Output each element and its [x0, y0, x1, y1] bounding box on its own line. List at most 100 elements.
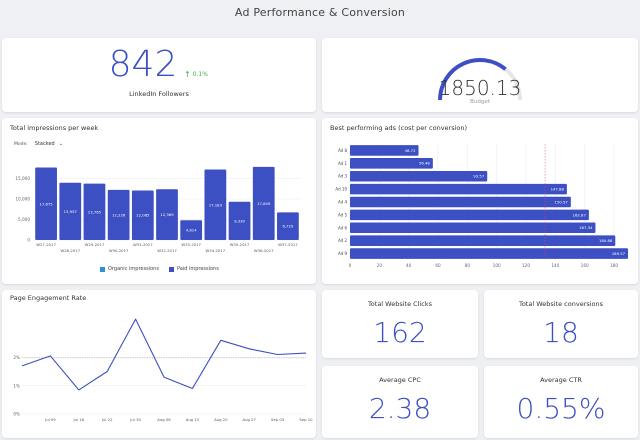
ctr-label: Average CTR — [540, 376, 582, 384]
paid-bar — [180, 220, 203, 240]
impressions-title: Total impressions per week — [10, 124, 99, 132]
y-category-label: Ad 4 — [338, 200, 347, 205]
bar-value-label: 150.57 — [555, 199, 569, 204]
bar-value-label: 12,085 — [136, 213, 150, 218]
paid-bar — [228, 201, 251, 240]
ad-bar — [350, 248, 629, 259]
y-tick-label: 2% — [13, 355, 20, 360]
x-tick-label: 80 — [465, 263, 471, 268]
x-tick-label: W28-2017 — [60, 248, 80, 253]
bar-value-label: 4,814 — [186, 228, 197, 233]
bar-value-label: 12,369 — [160, 212, 174, 217]
x-tick-label: Aug 13 — [186, 417, 200, 422]
y-category-label: Ad 5 — [338, 212, 347, 217]
x-tick-label: W30-2017 — [109, 248, 129, 253]
bar-value-label: 147.88 — [551, 187, 565, 192]
bar-value-label: 9,330 — [234, 218, 245, 223]
budget-label: Budget — [470, 99, 490, 105]
x-tick-label: W35-2017 — [230, 242, 250, 247]
bar-value-label: 180.88 — [599, 238, 613, 243]
y-category-label: Ad 3 — [338, 174, 347, 179]
followers-change-value: 0.1% — [192, 71, 208, 78]
bar-value-label: 17,183 — [209, 202, 223, 207]
y-tick-label: 0 — [27, 238, 30, 243]
x-tick-label: W36-2017 — [254, 248, 274, 253]
impressions-legend: Organic impressions Paid impressions — [100, 266, 219, 272]
page-title: Ad Performance & Conversion — [234, 6, 406, 19]
engagement-card: Page Engagement Rate 0% 1% 2% Jul 09 Jul 16 J… — [2, 290, 316, 438]
x-tick-label: W34-2017 — [206, 248, 226, 253]
paid-bar — [252, 166, 275, 240]
arrow-up-icon: ↑ — [184, 70, 191, 79]
clicks-card: Total Website Clicks 162 — [322, 290, 478, 358]
mode-label: Mode: — [14, 141, 28, 147]
paid-bar — [204, 169, 227, 240]
bar-value-label: 6,729 — [282, 224, 293, 229]
legend-organic[interactable]: Organic impressions — [100, 266, 159, 272]
x-tick-label: Aug 06 — [157, 417, 171, 422]
ctr-value: 0.55% — [516, 392, 606, 425]
followers-card: 842 ↑ 0.1% LinkedIn Followers — [2, 38, 316, 112]
clicks-value: 162 — [373, 316, 427, 349]
x-tick-label: Sep 10 — [299, 417, 313, 422]
ad-bar — [350, 222, 596, 234]
conversions-value: 18 — [543, 316, 579, 349]
ad-bar — [350, 183, 567, 195]
bar-value-label: 13,957 — [64, 209, 78, 214]
ad-bar — [350, 145, 419, 156]
mode-row: Mode: Stacked ⌄ — [14, 140, 66, 148]
ad-bar — [350, 209, 589, 221]
y-tick-label: 15,000 — [15, 176, 30, 181]
ad-bar — [350, 170, 488, 182]
chevron-down-icon: ⌄ — [58, 141, 63, 147]
best-ads-card: Best performing ads (cost per conversion… — [322, 118, 638, 284]
conversions-label: Total Website conversions — [518, 300, 604, 308]
bar-value-label: 167.34 — [579, 225, 593, 230]
best-ads-chart: 0 20 40 60 80 100 120 140 160 180 Ad 8 46.72 Ad 1 56.… — [335, 144, 629, 268]
paid-bar — [277, 212, 299, 240]
bar-value-label: 162.87 — [573, 212, 587, 217]
x-tick-label: 0 — [349, 263, 352, 268]
x-tick-label: 140 — [551, 263, 559, 268]
paid-bar — [83, 183, 106, 240]
legend-paid-label: Paid impressions — [176, 266, 219, 272]
mode-value: Stacked — [34, 141, 55, 147]
legend-paid[interactable]: Paid impressions — [168, 266, 219, 272]
x-tick-label: 20 — [377, 263, 383, 268]
x-tick-label: Sep 03 — [271, 417, 285, 422]
impressions-card: Total impressions per week 0 5,000 10,000 1… — [2, 118, 316, 284]
paid-bar — [107, 189, 130, 240]
mode-select[interactable]: Stacked ⌄ — [32, 140, 66, 148]
ad-bar — [350, 196, 571, 208]
x-tick-label: W31-2017 — [133, 242, 153, 247]
y-tick-label: 5,000 — [18, 217, 30, 222]
followers-change: ↑ 0.1% — [184, 70, 208, 79]
x-tick-label: W37-2017 — [278, 242, 298, 247]
ad-bar — [350, 235, 616, 246]
gauge-fill — [438, 58, 507, 101]
x-tick-label: 40 — [406, 263, 412, 268]
engagement-line — [21, 318, 307, 391]
x-tick-label: Jul 30 — [129, 417, 141, 422]
x-tick-label: Jul 09 — [44, 417, 56, 422]
x-tick-label: Jul 16 — [72, 417, 84, 422]
paid-bar — [59, 182, 82, 240]
cpc-card: Average CPC 2.38 — [322, 366, 478, 438]
cpc-label: Average CPC — [379, 376, 421, 384]
x-tick-label: 100 — [493, 263, 501, 268]
followers-label: LinkedIn Followers — [129, 90, 189, 98]
followers-value: 842 — [108, 44, 178, 85]
bar-value-label: 189.57 — [612, 251, 626, 256]
x-tick-label: Aug 27 — [242, 417, 256, 422]
y-category-label: Ad 2 — [338, 238, 347, 243]
bar-value-label: 13,765 — [88, 209, 102, 214]
y-tick-label: 0% — [13, 412, 20, 417]
conversions-card: Total Website conversions 18 — [484, 290, 638, 358]
bar-value-label: 46.72 — [405, 148, 416, 153]
ad-bar — [350, 158, 433, 169]
paid-bar — [35, 167, 57, 240]
organic-swatch — [100, 266, 105, 272]
legend-organic-label: Organic impressions — [108, 266, 159, 272]
y-category-label: Ad 9 — [338, 251, 347, 256]
x-tick-label: 60 — [435, 263, 441, 268]
